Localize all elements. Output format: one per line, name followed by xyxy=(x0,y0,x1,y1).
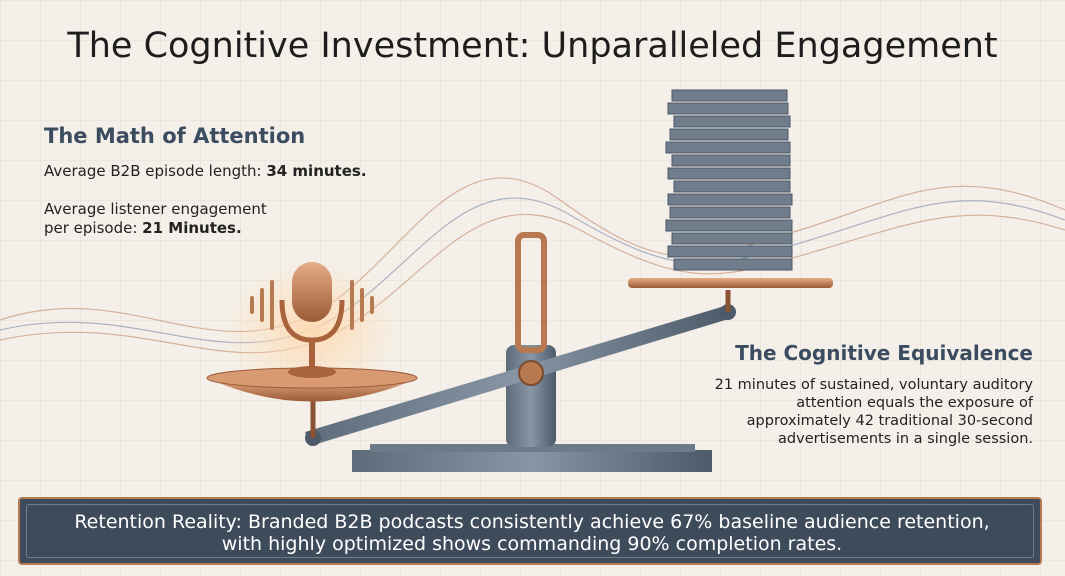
footer-inner-border xyxy=(26,504,1034,558)
stat-text: Average listener engagement xyxy=(44,200,267,218)
stat-line: Average listener engagement xyxy=(44,200,267,219)
stat-text: Average B2B episode length: xyxy=(44,162,267,180)
title: The Cognitive Investment: Unparalleled E… xyxy=(67,26,998,66)
paragraph-line: advertisements in a single session. xyxy=(778,431,1033,447)
stat-line: per episode: 21 Minutes. xyxy=(44,219,242,238)
stat-value: 34 minutes. xyxy=(266,162,367,180)
stat-value: 21 Minutes. xyxy=(142,219,242,237)
scale-base xyxy=(352,450,712,472)
left-heading: The Math of Attention xyxy=(44,124,306,148)
stat-line: Average B2B episode length: 34 minutes. xyxy=(44,162,367,181)
right-paragraph: 21 minutes of sustained, voluntary audit… xyxy=(715,376,1033,448)
footer-line: Retention Reality: Branded B2B podcasts … xyxy=(74,511,990,533)
paragraph-line: approximately 42 traditional 30-second xyxy=(746,413,1033,429)
footer-banner: Retention Reality: Branded B2B podcasts … xyxy=(18,497,1042,565)
microphone xyxy=(250,262,374,378)
glow xyxy=(222,260,402,400)
paragraph-line: attention equals the exposure of xyxy=(796,395,1033,411)
footer-line: with highly optimized shows commanding 9… xyxy=(221,533,843,555)
ad-stack xyxy=(665,89,793,271)
paragraph-line: 21 minutes of sustained, voluntary audit… xyxy=(714,377,1033,393)
footer-text: Retention Reality: Branded B2B podcasts … xyxy=(20,511,1044,555)
pointer xyxy=(515,232,547,353)
scale-base-top xyxy=(370,444,695,452)
pivot xyxy=(518,360,544,386)
sound-waves xyxy=(0,177,1065,354)
stat-text: per episode: xyxy=(44,219,143,237)
right-heading: The Cognitive Equivalence xyxy=(735,341,1033,365)
right-pan xyxy=(628,278,833,288)
